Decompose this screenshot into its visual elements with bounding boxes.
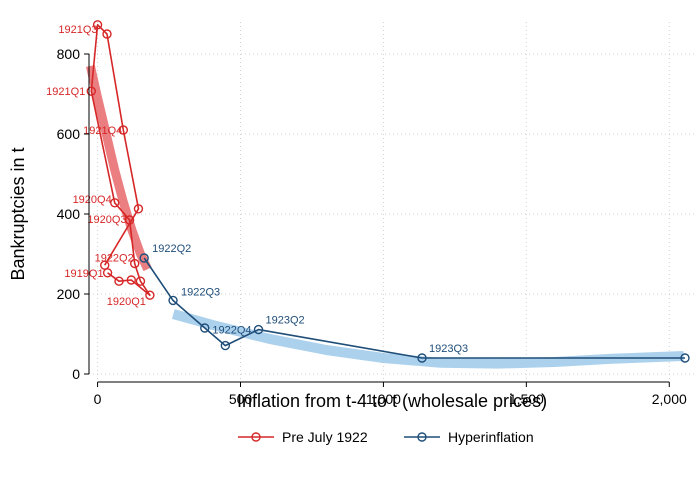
data-point	[417, 353, 427, 363]
data-point	[114, 276, 124, 286]
data-point	[124, 215, 135, 225]
y-tick-label: 600	[57, 126, 81, 142]
y-tick-label: 0	[72, 366, 80, 382]
series-line-hyperinflation	[143, 257, 685, 359]
legend-swatch-marker	[251, 432, 261, 442]
fit-band-hyperinflation	[171, 309, 684, 369]
point-label: 1920Q3	[87, 214, 126, 226]
data-point	[86, 86, 96, 96]
point-labels: 1919Q1 1920Q1 1922Q2 1920Q3 1920Q4 1921Q1 1921…	[46, 24, 468, 355]
x-tick-label: 0	[94, 391, 102, 407]
point-label: 1922Q2	[95, 253, 134, 265]
data-point	[92, 20, 103, 30]
y-tick-label: 200	[57, 286, 81, 302]
point-label: 1922Q3	[181, 286, 220, 298]
data-point	[126, 275, 137, 285]
x-tick-label: 1,500	[509, 391, 544, 407]
x-tick-label: 500	[229, 391, 253, 407]
legend-swatch-marker	[417, 432, 427, 442]
data-point	[135, 276, 146, 286]
data-point	[253, 324, 264, 335]
data-point	[100, 260, 110, 270]
point-label: 1920Q4	[73, 194, 112, 206]
y-tick-label: 800	[57, 46, 81, 62]
x-tick-label: 1,000	[366, 391, 401, 407]
data-point	[133, 204, 144, 214]
x-axis-title: Inflation from t-4 to t (wholesale price…	[237, 391, 547, 411]
data-point	[102, 29, 112, 39]
axes	[84, 53, 670, 387]
tick-labels: 0 500 1,000 1,500 2,000 0 200 400 600 800	[57, 46, 687, 407]
data-point	[110, 198, 120, 208]
point-label: 1921Q3	[58, 24, 97, 36]
point-label: 1919Q1	[64, 268, 103, 280]
fit-band-pre-july-1922	[86, 65, 152, 272]
point-label: 1920Q1	[107, 296, 146, 308]
data-point	[200, 323, 210, 333]
point-label: 1922Q2	[152, 243, 191, 255]
data-point	[145, 290, 155, 300]
legend: Pre July 1922 Hyperinflation	[238, 429, 534, 445]
legend-item-pre-july-1922: Pre July 1922	[238, 429, 368, 445]
point-label: 1921Q4	[83, 125, 122, 137]
y-tick-label: 400	[57, 206, 81, 222]
data-point	[680, 353, 690, 363]
y-axis-title: Bankruptcies in t	[8, 147, 28, 280]
point-label: 1921Q1	[46, 86, 85, 98]
data-point	[220, 340, 231, 351]
x-tick-label: 2,000	[652, 391, 687, 407]
data-point	[118, 125, 129, 135]
data-point	[168, 295, 178, 306]
data-point	[130, 258, 140, 269]
fit-bands	[86, 65, 684, 369]
series-points	[86, 20, 690, 363]
legend-label: Pre July 1922	[282, 429, 368, 445]
data-point	[139, 253, 149, 263]
legend-label: Hyperinflation	[448, 429, 534, 445]
point-label: 1922Q4	[212, 325, 251, 337]
grid	[89, 22, 695, 382]
point-label: 1923Q3	[429, 343, 468, 355]
legend-item-hyperinflation: Hyperinflation	[404, 429, 534, 445]
point-label: 1923Q2	[266, 315, 305, 327]
